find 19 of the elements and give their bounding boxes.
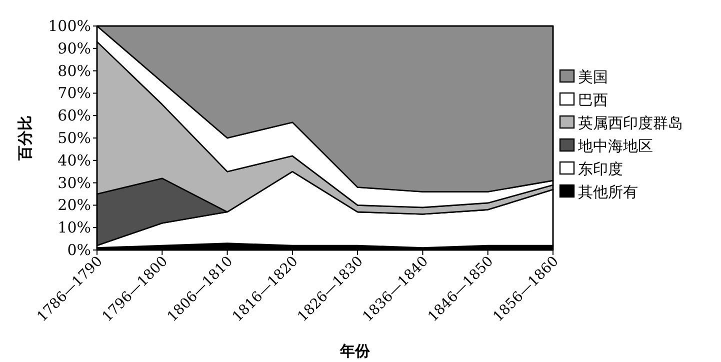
y-tick-label: 100% [48,17,91,35]
legend-label: 其他所有 [578,183,638,201]
y-tick-label: 50% [58,129,91,147]
y-tick-label: 20% [58,196,91,214]
legend-label: 东印度 [578,160,623,178]
y-tick-label: 40% [58,151,91,170]
legend-label: 美国 [578,68,608,86]
y-tick-label: 0% [67,241,91,259]
y-tick-label: 60% [58,106,91,125]
y-tick-label: 10% [58,218,91,237]
y-tick-label: 70% [58,84,91,102]
y-tick-label: 30% [58,174,91,192]
legend-label: 地中海地区 [577,137,653,155]
y-axis-title: 百分比 [16,116,34,162]
y-tick-label: 90% [58,39,91,58]
x-axis-title: 年份 [339,342,371,360]
legend-label: 巴西 [578,91,608,109]
y-tick-label: 80% [58,62,91,80]
legend-label: 英属西印度群岛 [578,114,683,132]
